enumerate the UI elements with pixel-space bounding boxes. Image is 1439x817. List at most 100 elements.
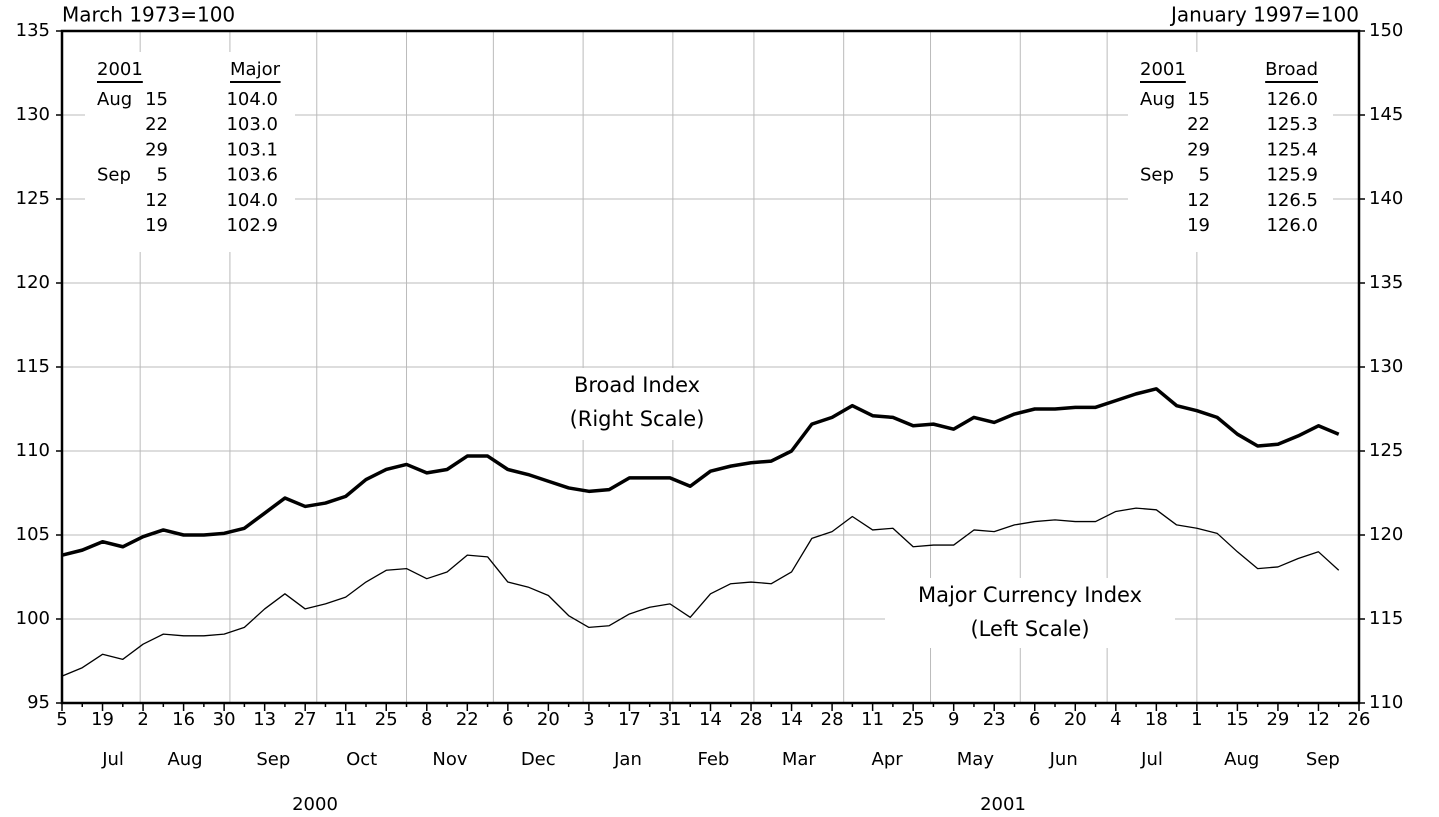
x-tick-label: 2 bbox=[137, 709, 148, 730]
table-cell: 5 bbox=[1199, 165, 1210, 186]
x-tick-label: 17 bbox=[618, 709, 641, 730]
x-tick-label: 14 bbox=[699, 709, 722, 730]
x-tick-label: 14 bbox=[780, 709, 803, 730]
x-tick-label: 4 bbox=[1110, 709, 1121, 730]
y-tick-label: 100 bbox=[16, 608, 50, 629]
table-cell: 103.6 bbox=[226, 165, 278, 186]
x-tick-label: 11 bbox=[861, 709, 884, 730]
label-backdrop bbox=[548, 368, 728, 440]
month-label: Dec bbox=[521, 749, 556, 770]
table-cell: Aug bbox=[97, 89, 132, 110]
series-note: (Left Scale) bbox=[970, 617, 1089, 641]
table-cell: 103.0 bbox=[226, 114, 278, 135]
table-cell: Sep bbox=[97, 165, 131, 186]
y-tick-label: 110 bbox=[16, 440, 50, 461]
month-label: May bbox=[957, 749, 995, 770]
series-label: Broad Index bbox=[574, 373, 700, 397]
year-label: 2001 bbox=[980, 794, 1026, 815]
table-cell: 126.5 bbox=[1266, 190, 1318, 211]
x-tick-label: 20 bbox=[1064, 709, 1087, 730]
table-cell: 126.0 bbox=[1266, 89, 1318, 110]
table-cell: 125.3 bbox=[1266, 114, 1318, 135]
x-tick-label: 6 bbox=[502, 709, 513, 730]
series-note: (Right Scale) bbox=[570, 407, 705, 431]
y2-tick-label: 125 bbox=[1369, 440, 1403, 461]
y2-tick-label: 120 bbox=[1369, 524, 1403, 545]
x-tick-label: 19 bbox=[91, 709, 114, 730]
x-tick-label: 5 bbox=[56, 709, 67, 730]
month-label: Jul bbox=[1140, 749, 1163, 770]
x-tick-label: 16 bbox=[172, 709, 195, 730]
y2-tick-label: 150 bbox=[1369, 20, 1403, 41]
y2-tick-label: 115 bbox=[1369, 608, 1403, 629]
year-label: 2000 bbox=[292, 794, 338, 815]
table-cell: 5 bbox=[157, 165, 168, 186]
x-tick-label: 28 bbox=[740, 709, 763, 730]
x-tick-label: 30 bbox=[213, 709, 236, 730]
table-cell: 22 bbox=[145, 114, 168, 135]
month-label: Sep bbox=[256, 749, 290, 770]
month-label: Jun bbox=[1049, 749, 1078, 770]
series-line bbox=[61, 387, 1340, 557]
table-cell: 125.4 bbox=[1266, 139, 1318, 160]
x-tick-label: 12 bbox=[1307, 709, 1330, 730]
y-tick-label: 95 bbox=[27, 692, 50, 713]
y-tick-label: 120 bbox=[16, 272, 50, 293]
label-backdrop bbox=[885, 578, 1175, 648]
y-tick-label: 130 bbox=[16, 104, 50, 125]
table-cell: 29 bbox=[145, 139, 168, 160]
month-label: Jul bbox=[101, 749, 124, 770]
table-header: 2001 bbox=[97, 59, 143, 80]
month-label: Oct bbox=[346, 749, 377, 770]
table-cell: 103.1 bbox=[226, 139, 278, 160]
table-cell: 126.0 bbox=[1266, 215, 1318, 236]
y-tick-label: 115 bbox=[16, 356, 50, 377]
table-cell: 12 bbox=[1187, 190, 1210, 211]
month-label: Aug bbox=[1224, 749, 1259, 770]
table-header: Major bbox=[230, 59, 281, 80]
table-header: 2001 bbox=[1140, 59, 1186, 80]
x-tick-label: 15 bbox=[1226, 709, 1249, 730]
base-note: January 1997=100 bbox=[1169, 3, 1359, 27]
table-cell: 125.9 bbox=[1266, 165, 1318, 186]
y2-tick-label: 130 bbox=[1369, 356, 1403, 377]
x-tick-label: 29 bbox=[1266, 709, 1289, 730]
table-cell: 19 bbox=[145, 215, 168, 236]
x-tick-label: 25 bbox=[375, 709, 398, 730]
x-tick-label: 3 bbox=[583, 709, 594, 730]
x-tick-label: 9 bbox=[948, 709, 959, 730]
x-tick-label: 22 bbox=[456, 709, 479, 730]
y2-tick-label: 135 bbox=[1369, 272, 1403, 293]
x-tick-label: 26 bbox=[1348, 709, 1371, 730]
table-cell: 12 bbox=[145, 190, 168, 211]
month-label: Sep bbox=[1306, 749, 1340, 770]
base-note: March 1973=100 bbox=[62, 3, 235, 27]
month-label: Feb bbox=[697, 749, 729, 770]
label-backdrop bbox=[1128, 52, 1333, 252]
table-cell: 104.0 bbox=[226, 190, 278, 211]
y2-tick-label: 110 bbox=[1369, 692, 1403, 713]
x-tick-label: 20 bbox=[537, 709, 560, 730]
x-tick-label: 31 bbox=[659, 709, 682, 730]
table-cell: 102.9 bbox=[226, 215, 278, 236]
month-label: Mar bbox=[782, 749, 817, 770]
table-cell: 19 bbox=[1187, 215, 1210, 236]
month-label: Apr bbox=[872, 749, 904, 770]
table-cell: 15 bbox=[145, 89, 168, 110]
table-header: Broad bbox=[1265, 59, 1318, 80]
label-backdrop bbox=[85, 52, 295, 252]
month-label: Nov bbox=[432, 749, 467, 770]
y2-tick-label: 145 bbox=[1369, 104, 1403, 125]
table-cell: Aug bbox=[1140, 89, 1175, 110]
y2-tick-label: 140 bbox=[1369, 188, 1403, 209]
y-tick-label: 105 bbox=[16, 524, 50, 545]
y-tick-label: 135 bbox=[16, 20, 50, 41]
table-cell: 22 bbox=[1187, 114, 1210, 135]
table-cell: 104.0 bbox=[226, 89, 278, 110]
series-label: Major Currency Index bbox=[918, 583, 1142, 607]
table-cell: 15 bbox=[1187, 89, 1210, 110]
x-tick-label: 27 bbox=[294, 709, 317, 730]
x-tick-label: 1 bbox=[1191, 709, 1202, 730]
x-tick-label: 18 bbox=[1145, 709, 1168, 730]
